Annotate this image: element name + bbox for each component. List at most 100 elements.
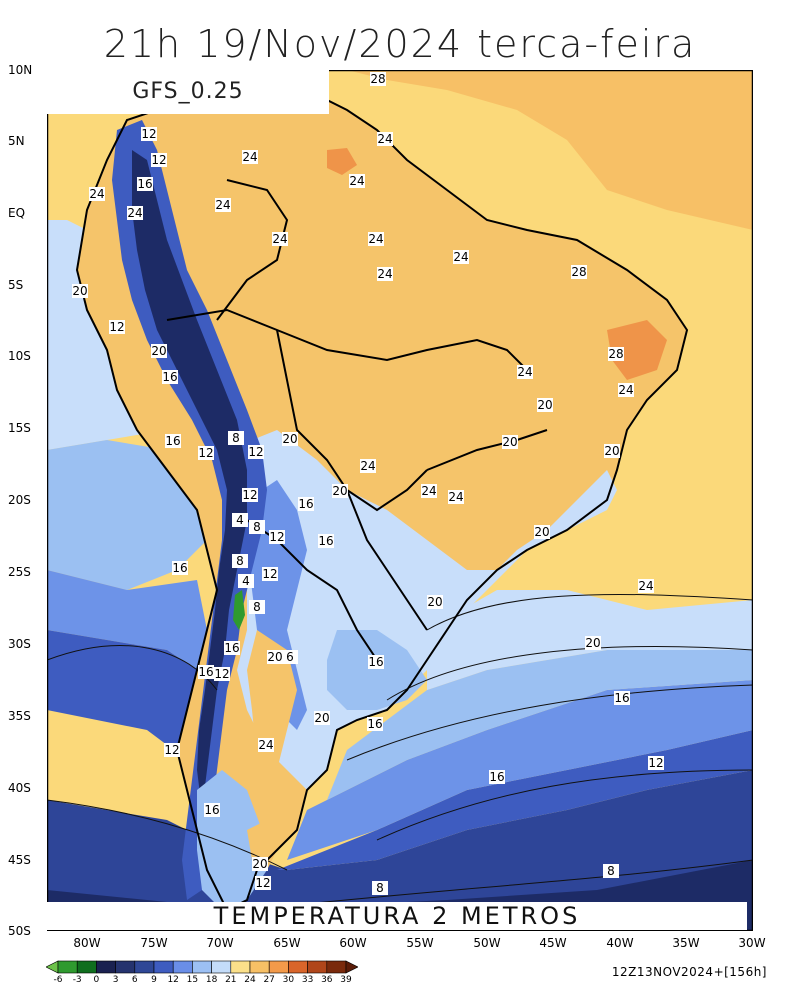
lat-label: 10S [8, 349, 31, 363]
lon-label: 60W [339, 936, 367, 950]
colorbar-segment [307, 960, 328, 974]
south-america-land [77, 80, 687, 910]
contour-label: 12 [269, 530, 285, 544]
colorbar-segment [249, 960, 270, 974]
svg-text:24: 24 [360, 459, 375, 473]
contour-label: 20 [534, 525, 550, 539]
svg-text:24: 24 [272, 232, 287, 246]
pacific-cool [47, 570, 217, 690]
colorbar-segment [230, 960, 251, 974]
svg-text:16: 16 [162, 370, 177, 384]
lat-label: 40S [8, 781, 31, 795]
border-bolivia [276, 329, 428, 512]
pacific-cold [47, 630, 217, 770]
colorbar-segment [57, 960, 78, 974]
svg-text:24: 24 [368, 232, 383, 246]
lon-label: 55W [406, 936, 434, 950]
colorbar-tick-label: 9 [151, 975, 157, 985]
lon-label: 35W [672, 936, 700, 950]
svg-text:20: 20 [604, 444, 619, 458]
svg-text:20: 20 [314, 711, 329, 725]
andes-subzero-spot [233, 590, 245, 630]
contour-label: 24 [127, 206, 143, 220]
svg-text:16: 16 [614, 691, 629, 705]
svg-text:16: 16 [367, 717, 382, 731]
andes-coldest-core [132, 150, 247, 810]
contour-label: 16 [614, 691, 630, 705]
colorbar-tick-label: 6 [131, 975, 138, 985]
south-atlantic-cool-mid [327, 650, 753, 800]
lon-label: 65W [273, 936, 301, 950]
lat-label: EQ [8, 206, 26, 220]
svg-text:16: 16 [172, 561, 187, 575]
lon-label: 70W [206, 936, 234, 950]
lat-label: 30S [8, 637, 31, 651]
contour-label: 12 [164, 743, 180, 757]
andes-cold-ribbon [112, 120, 267, 900]
contour-label: 8 [603, 864, 619, 878]
map-frame [47, 70, 753, 931]
isotherm-12-south [47, 799, 288, 871]
contour-label: 20 [427, 595, 443, 609]
model-label: GFS_0.25 [47, 70, 329, 114]
svg-text:20: 20 [252, 857, 267, 871]
colorbar-tick-label: -3 [72, 975, 82, 985]
contour-label: 12 [248, 445, 264, 459]
south-atlantic-cool [287, 680, 753, 860]
colorbar-tick-label: 30 [282, 975, 295, 985]
lon-label: 40W [606, 936, 634, 950]
colorbar-tick-label: 18 [205, 975, 218, 985]
colorbar-low-arrow [46, 960, 59, 974]
svg-text:16: 16 [198, 665, 213, 679]
lat-label: 45S [8, 853, 31, 867]
contour-label: 24 [618, 383, 634, 397]
svg-text:16: 16 [224, 641, 239, 655]
svg-text:24: 24 [638, 579, 653, 593]
contour-label: 24 [421, 484, 437, 498]
lat-label: 35S [8, 709, 31, 723]
lon-label: 45W [539, 936, 567, 950]
contour-label: 20 [252, 857, 268, 871]
svg-text:4: 4 [242, 574, 250, 588]
ocean-warmest-area [347, 70, 753, 230]
contour-label: 24 [89, 187, 105, 201]
contour-label: 28 [571, 265, 587, 279]
contour-label: 20 [267, 650, 283, 664]
colorbar-segment [76, 960, 97, 974]
contour-label: 20 [502, 435, 518, 449]
contour-label: 28 [608, 347, 624, 361]
svg-text:20: 20 [332, 484, 347, 498]
svg-text:24: 24 [517, 365, 532, 379]
colorbar-segment [96, 960, 116, 974]
contour-label: 24 [258, 738, 274, 752]
colorbar-tick-label: 27 [263, 975, 275, 985]
colorbar-tick-label: 39 [340, 975, 352, 985]
svg-text:16: 16 [165, 434, 180, 448]
contour-label: 16 [224, 641, 240, 655]
lat-label: 20S [8, 493, 31, 507]
colorbar-tick-label: 15 [186, 975, 199, 985]
contour-label: 16 [489, 770, 505, 784]
contour-label: 12 [214, 667, 230, 681]
contour-label: 12 [198, 446, 214, 460]
contour-labels: 28 24 24 24 24 24 24 24 24 20 20 28 28 2… [72, 72, 664, 895]
argentina-warm-strip [247, 630, 297, 770]
isotherm-16-atlantic [346, 684, 753, 761]
colorbar-tick-label: 36 [321, 975, 333, 985]
lon-label: 75W [140, 936, 168, 950]
colorbar-segment [172, 960, 193, 974]
northeast-hot-area [607, 320, 667, 380]
contour-label: 24 [349, 174, 365, 188]
svg-text:20: 20 [502, 435, 517, 449]
contour-label: 16 [367, 717, 383, 731]
svg-text:8: 8 [253, 600, 261, 614]
colorbar-segment [153, 960, 174, 974]
svg-text:8: 8 [253, 520, 261, 534]
contour-label: 16 [298, 497, 314, 511]
colorbar-tick-label: 33 [301, 975, 314, 985]
lat-label: 25S [8, 565, 31, 579]
contour-label: 24 [215, 198, 231, 212]
svg-text:16: 16 [368, 655, 383, 669]
svg-text:4: 4 [236, 513, 244, 527]
svg-text:12: 12 [151, 153, 166, 167]
